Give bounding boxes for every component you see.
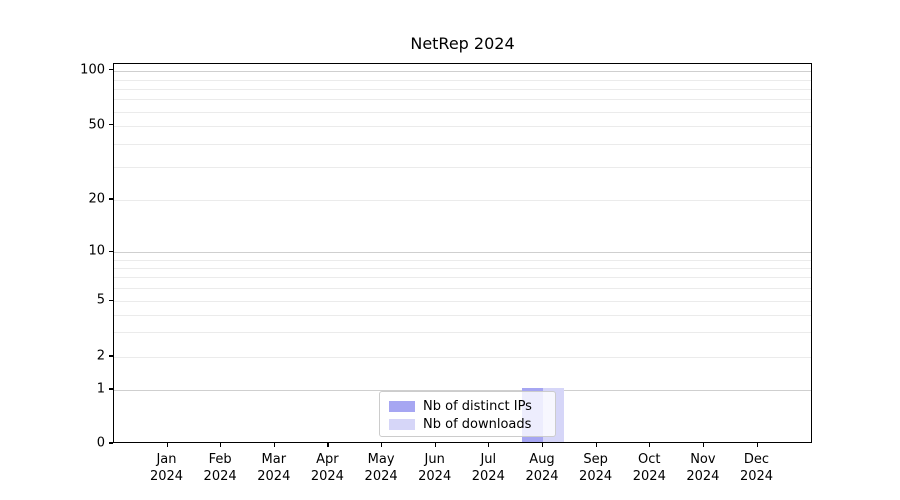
gridline-y-minor-80	[114, 89, 811, 91]
x-tick-label-jan: Jan 2024	[149, 452, 184, 484]
x-tick-mark-oct	[649, 443, 651, 447]
y-tick-label-100: 100	[80, 62, 105, 78]
y-tick-mark-0	[109, 442, 113, 444]
y-tick-label-0: 0	[96, 435, 105, 451]
x-tick-label-dec: Dec 2024	[739, 452, 774, 484]
y-tick-label-20: 20	[88, 191, 105, 207]
y-tick-label-2: 2	[96, 348, 105, 364]
y-tick-mark-1	[109, 388, 113, 390]
gridline-y-100	[114, 70, 811, 72]
legend-item-distinct-ips: Nb of distinct IPs	[389, 397, 555, 415]
plot-area: Nb of distinct IPs Nb of downloads	[113, 63, 812, 443]
gridline-y-minor-40	[114, 144, 811, 146]
gridline-y-minor-4	[114, 314, 811, 316]
x-tick-mark-jan	[166, 443, 168, 447]
x-tick-mark-jul	[488, 443, 490, 447]
y-tick-mark-5	[109, 299, 113, 301]
x-tick-label-aug: Aug 2024	[525, 452, 559, 484]
x-tick-label-jul: Jul 2024	[471, 452, 505, 484]
gridline-y-5	[114, 301, 811, 303]
x-tick-label-oct: Oct 2024	[632, 452, 666, 484]
y-tick-mark-100	[109, 69, 113, 71]
legend-swatch-downloads	[389, 418, 415, 430]
y-tick-mark-2	[109, 355, 113, 357]
gridline-y-minor-30	[114, 167, 811, 168]
x-tick-label-may: May 2024	[364, 452, 398, 484]
x-tick-mark-may	[381, 443, 383, 447]
x-tick-mark-jun	[434, 443, 436, 447]
gridline-y-1	[114, 390, 811, 391]
x-tick-mark-nov	[702, 443, 705, 447]
x-tick-mark-feb	[220, 443, 222, 447]
y-tick-label-50: 50	[88, 117, 105, 133]
gridline-y-50	[114, 125, 811, 127]
y-tick-label-1: 1	[96, 381, 105, 397]
gridline-y-2	[114, 357, 811, 358]
gridline-y-minor-9	[114, 260, 811, 262]
y-tick-mark-50	[109, 124, 113, 126]
x-tick-label-apr: Apr 2024	[310, 452, 344, 484]
y-tick-mark-10	[109, 250, 113, 252]
gridline-y-minor-7	[114, 277, 811, 279]
legend-swatch-distinct-ips	[389, 400, 415, 412]
x-tick-label-nov: Nov 2024	[686, 452, 720, 484]
x-tick-mark-mar	[273, 443, 275, 447]
x-tick-mark-dec	[756, 443, 758, 447]
x-tick-mark-aug	[542, 443, 544, 447]
x-tick-mark-sep	[595, 443, 597, 447]
gridline-y-20	[114, 200, 811, 201]
gridline-y-minor-70	[114, 99, 811, 100]
gridline-y-minor-60	[114, 111, 811, 113]
chart-title: NetRep 2024	[410, 34, 515, 53]
y-tick-label-5: 5	[96, 292, 105, 308]
legend-item-downloads: Nb of downloads	[389, 415, 555, 433]
x-tick-label-sep: Sep 2024	[579, 452, 613, 484]
x-tick-mark-apr	[327, 443, 329, 447]
y-tick-mark-20	[109, 198, 113, 200]
legend-label-downloads: Nb of downloads	[423, 416, 532, 432]
legend: Nb of distinct IPs Nb of downloads	[379, 391, 556, 437]
x-tick-label-feb: Feb 2024	[203, 452, 237, 484]
x-tick-label-mar: Mar 2024	[257, 452, 291, 484]
gridline-y-minor-3	[114, 331, 811, 333]
y-tick-label-10: 10	[88, 243, 105, 259]
legend-label-distinct-ips: Nb of distinct IPs	[423, 398, 532, 414]
gridline-y-10	[114, 252, 811, 254]
gridline-y-minor-6	[114, 287, 811, 289]
gridline-y-minor-90	[114, 80, 811, 82]
x-tick-label-jun: Jun 2024	[418, 452, 452, 484]
gridline-y-minor-8	[114, 268, 811, 270]
